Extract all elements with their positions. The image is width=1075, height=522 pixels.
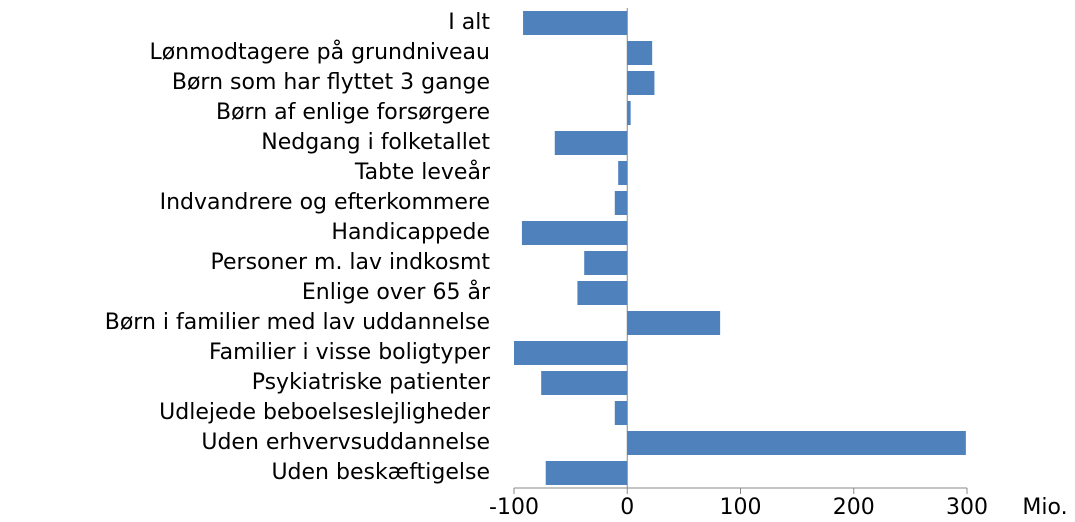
x-tick-label: 200 (833, 495, 875, 520)
bar (541, 371, 628, 395)
y-tick-label: Personer m. lav indkosmt (211, 250, 491, 275)
y-tick-label: Uden erhvervsuddannelse (201, 430, 490, 455)
bar (627, 71, 655, 95)
y-tick-label: Uden beskæftigelse (271, 460, 490, 485)
bar (514, 341, 628, 365)
bar (627, 101, 631, 125)
y-tick-label: Familier i visse boligtyper (209, 340, 491, 365)
bar (584, 251, 628, 275)
y-tick-label: Børn som har flyttet 3 gange (172, 70, 490, 95)
x-tick-label: -100 (489, 495, 539, 520)
bar (627, 311, 721, 335)
y-tick-label: Børn af enlige forsørgere (216, 100, 490, 125)
bar (618, 161, 628, 185)
y-tick-label: Lønmodtagere på grundniveau (149, 39, 490, 65)
bar (627, 431, 966, 455)
bar (577, 281, 628, 305)
bar (554, 131, 628, 155)
x-axis-label: Mio. (1022, 495, 1067, 520)
y-tick-label: Børn i familier med lav uddannelse (105, 310, 490, 335)
y-tick-label: Indvandrere og efterkommere (160, 190, 490, 215)
x-tick-label: 300 (946, 495, 988, 520)
y-tick-label: Enlige over 65 år (302, 279, 491, 305)
x-tick-label: 0 (620, 495, 634, 520)
bar (521, 221, 628, 245)
y-tick-label: I alt (448, 10, 490, 35)
bar (545, 461, 628, 485)
bar (523, 11, 628, 35)
x-tick-label: 100 (720, 495, 762, 520)
y-tick-label: Psykiatriske patienter (252, 370, 491, 395)
y-tick-label: Nedgang i folketallet (261, 130, 490, 155)
bar (614, 401, 628, 425)
bar (627, 41, 653, 65)
bar (614, 191, 628, 215)
y-tick-label: Tabte leveår (354, 159, 491, 185)
y-tick-label: Handicappede (331, 220, 490, 245)
y-tick-label: Udlejede beboelseslejligheder (159, 400, 491, 425)
